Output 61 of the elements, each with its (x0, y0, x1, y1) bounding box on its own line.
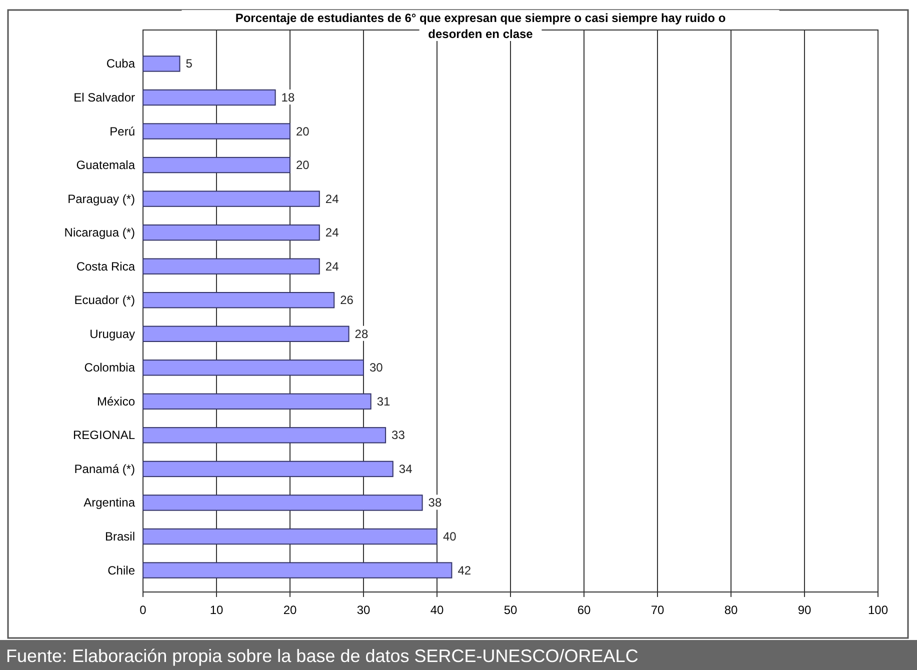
x-tick-label: 100 (868, 603, 888, 617)
x-tick-label: 60 (577, 603, 591, 617)
bar (142, 258, 320, 274)
y-tick-label: Uruguay (90, 326, 135, 341)
x-tick-label: 80 (724, 603, 738, 617)
y-tick-label: Argentina (84, 496, 136, 510)
bar (142, 393, 372, 410)
x-tick-label: 0 (140, 603, 147, 617)
bar (142, 123, 290, 140)
y-tick-label: REGIONAL (72, 428, 136, 442)
data-label: 18 (281, 90, 295, 104)
data-label: 33 (392, 428, 406, 442)
bar (142, 224, 320, 241)
data-label: 24 (325, 192, 340, 206)
y-tick-label: Cuba (106, 56, 136, 71)
data-label: 20 (296, 124, 310, 138)
data-label: 5 (186, 56, 193, 71)
data-label: 38 (428, 496, 442, 510)
x-tick-label: 70 (650, 603, 664, 617)
y-tick-label: Guatemala (76, 158, 136, 172)
y-tick-label: Costa Rica (76, 259, 136, 274)
y-tick-label: Ecuador (*) (74, 293, 135, 308)
bar (142, 89, 276, 106)
bar (142, 56, 180, 72)
bar (142, 528, 438, 545)
bar (142, 427, 386, 444)
bar (142, 156, 290, 174)
bar (142, 360, 364, 376)
bar (142, 460, 394, 478)
y-tick-label: Nicaragua (*) (64, 226, 135, 240)
bar (142, 190, 320, 207)
y-tick-label: Perú (110, 124, 135, 138)
x-tick-label: 30 (356, 603, 370, 617)
y-tick-label: Paraguay (*) (68, 192, 135, 206)
x-tick-label: 10 (210, 603, 224, 617)
data-label: 24 (325, 226, 340, 240)
x-tick-label: 20 (283, 603, 297, 617)
bar (142, 326, 350, 342)
data-label: 40 (443, 530, 457, 544)
y-tick-label: Panamá (*) (74, 462, 135, 476)
data-label: 30 (370, 360, 384, 375)
data-label: 28 (354, 326, 368, 341)
y-tick-label: Brasil (104, 530, 135, 544)
x-tick-label: 40 (430, 603, 444, 617)
y-tick-label: México (96, 394, 136, 408)
data-label: 26 (340, 293, 354, 308)
data-label: 24 (325, 259, 340, 274)
y-tick-label: Colombia (84, 360, 136, 375)
bar (142, 562, 452, 578)
data-label: 34 (398, 462, 413, 476)
chart-title: Porcentaje de estudiantes de 6° que expresan que siempre o casi siempre hay ruido o desorden en clase (235, 11, 726, 41)
x-tick-label: 90 (798, 603, 812, 617)
source-note: Fuente: Elaboración propia sobre la base de datos SERCE-UNESCO/OREALC (6, 646, 638, 666)
data-label: 31 (376, 394, 391, 408)
bar (142, 494, 423, 511)
data-label: 42 (458, 563, 472, 578)
bar (142, 292, 335, 308)
y-tick-label: El Salvador (74, 90, 135, 104)
y-tick-label: Chile (108, 563, 136, 578)
x-tick-label: 50 (504, 603, 518, 617)
data-label: 20 (296, 158, 310, 172)
